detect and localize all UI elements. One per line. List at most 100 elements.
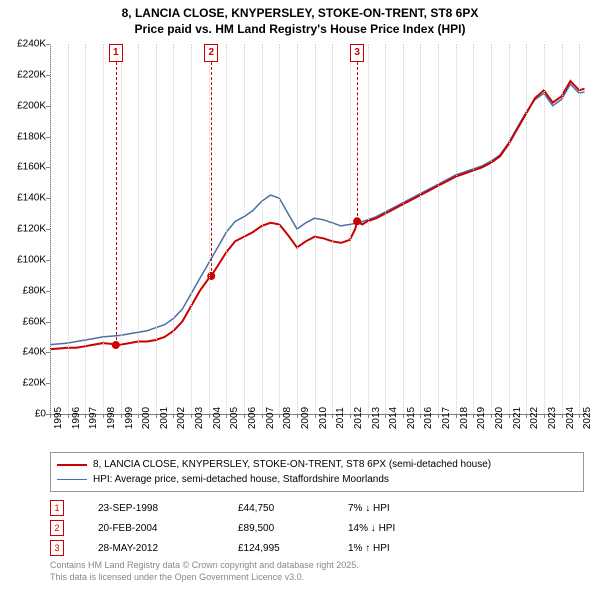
x-tick-label: 2022 xyxy=(529,407,540,429)
sale-price: £44,750 xyxy=(238,503,348,514)
x-tick-label: 2016 xyxy=(423,407,434,429)
series-property xyxy=(50,81,585,349)
x-tick-label: 2023 xyxy=(547,407,558,429)
sale-date: 28-MAY-2012 xyxy=(98,543,238,554)
y-tick-label: £200K xyxy=(2,100,46,111)
grid-line xyxy=(491,44,492,414)
x-tick xyxy=(315,414,316,418)
x-tick-label: 2006 xyxy=(247,407,258,429)
grid-line xyxy=(526,44,527,414)
grid-line xyxy=(368,44,369,414)
grid-line xyxy=(544,44,545,414)
sale-price: £89,500 xyxy=(238,523,348,534)
grid-line xyxy=(85,44,86,414)
sale-number-box: 1 xyxy=(50,500,64,516)
x-tick-label: 1997 xyxy=(88,407,99,429)
sale-marker-line xyxy=(357,62,358,221)
x-tick xyxy=(262,414,263,418)
title-line-2: Price paid vs. HM Land Registry's House … xyxy=(135,22,466,36)
grid-line xyxy=(332,44,333,414)
grid-line xyxy=(50,44,51,414)
x-tick xyxy=(385,414,386,418)
x-tick xyxy=(191,414,192,418)
x-tick-label: 2015 xyxy=(406,407,417,429)
y-tick-label: £20K xyxy=(2,378,46,389)
grid-line xyxy=(209,44,210,414)
legend-item: 8, LANCIA CLOSE, KNYPERSLEY, STOKE-ON-TR… xyxy=(57,457,577,472)
x-tick xyxy=(209,414,210,418)
x-tick xyxy=(509,414,510,418)
x-tick xyxy=(403,414,404,418)
x-tick-label: 2024 xyxy=(565,407,576,429)
x-tick xyxy=(279,414,280,418)
grid-line xyxy=(279,44,280,414)
grid-line xyxy=(121,44,122,414)
sales-row: 2 20-FEB-2004£89,50014% ↓ HPI xyxy=(50,518,458,538)
x-tick-label: 1996 xyxy=(71,407,82,429)
x-tick-label: 2004 xyxy=(212,407,223,429)
y-tick-label: £220K xyxy=(2,69,46,80)
sale-number-box: 3 xyxy=(50,540,64,556)
x-tick xyxy=(332,414,333,418)
y-tick-label: £180K xyxy=(2,131,46,142)
grid-line xyxy=(262,44,263,414)
x-tick-label: 2020 xyxy=(494,407,505,429)
y-tick-label: £80K xyxy=(2,285,46,296)
line-plot-svg xyxy=(50,44,588,414)
grid-line xyxy=(173,44,174,414)
sale-date: 20-FEB-2004 xyxy=(98,523,238,534)
sale-number-box: 2 xyxy=(50,520,64,536)
x-tick-label: 2013 xyxy=(371,407,382,429)
grid-line xyxy=(244,44,245,414)
x-tick-label: 1995 xyxy=(53,407,64,429)
grid-line xyxy=(579,44,580,414)
x-tick xyxy=(420,414,421,418)
series-hpi xyxy=(50,84,585,345)
x-tick-label: 2014 xyxy=(388,407,399,429)
x-tick xyxy=(226,414,227,418)
sale-pct: 1% ↑ HPI xyxy=(348,543,458,554)
grid-line xyxy=(420,44,421,414)
y-tick-label: £240K xyxy=(2,39,46,50)
x-tick-label: 2002 xyxy=(176,407,187,429)
sales-row: 328-MAY-2012£124,9951% ↑ HPI xyxy=(50,538,458,558)
x-tick-label: 2018 xyxy=(459,407,470,429)
y-tick-label: £60K xyxy=(2,316,46,327)
x-tick xyxy=(473,414,474,418)
chart-container: { "title_line1": "8, LANCIA CLOSE, KNYPE… xyxy=(0,0,600,590)
x-tick xyxy=(156,414,157,418)
sale-pct: 14% ↓ HPI xyxy=(348,523,458,534)
grid-line xyxy=(473,44,474,414)
x-tick-label: 2012 xyxy=(353,407,364,429)
attribution: Contains HM Land Registry data © Crown c… xyxy=(50,560,359,583)
x-tick-label: 1998 xyxy=(106,407,117,429)
x-tick-label: 2017 xyxy=(441,407,452,429)
x-tick xyxy=(50,414,51,418)
grid-line xyxy=(403,44,404,414)
grid-line xyxy=(226,44,227,414)
x-tick xyxy=(138,414,139,418)
x-tick-label: 2010 xyxy=(318,407,329,429)
sale-date: 23-SEP-1998 xyxy=(98,503,238,514)
legend-item: HPI: Average price, semi-detached house,… xyxy=(57,472,577,487)
grid-line xyxy=(68,44,69,414)
sale-marker-box: 1 xyxy=(109,44,123,62)
x-tick xyxy=(562,414,563,418)
x-tick-label: 2005 xyxy=(229,407,240,429)
x-tick-label: 2011 xyxy=(335,407,346,429)
x-tick-label: 2001 xyxy=(159,407,170,429)
grid-line xyxy=(456,44,457,414)
legend-label: 8, LANCIA CLOSE, KNYPERSLEY, STOKE-ON-TR… xyxy=(93,457,491,472)
grid-line xyxy=(297,44,298,414)
chart-title: 8, LANCIA CLOSE, KNYPERSLEY, STOKE-ON-TR… xyxy=(0,0,600,37)
x-tick-label: 2000 xyxy=(141,407,152,429)
x-tick-label: 2007 xyxy=(265,407,276,429)
x-tick-label: 2003 xyxy=(194,407,205,429)
y-tick-label: £100K xyxy=(2,254,46,265)
x-tick-label: 2025 xyxy=(582,407,593,429)
x-tick-label: 2009 xyxy=(300,407,311,429)
y-tick-label: £140K xyxy=(2,193,46,204)
legend-swatch xyxy=(57,464,87,466)
grid-line xyxy=(385,44,386,414)
legend-swatch xyxy=(57,479,87,480)
